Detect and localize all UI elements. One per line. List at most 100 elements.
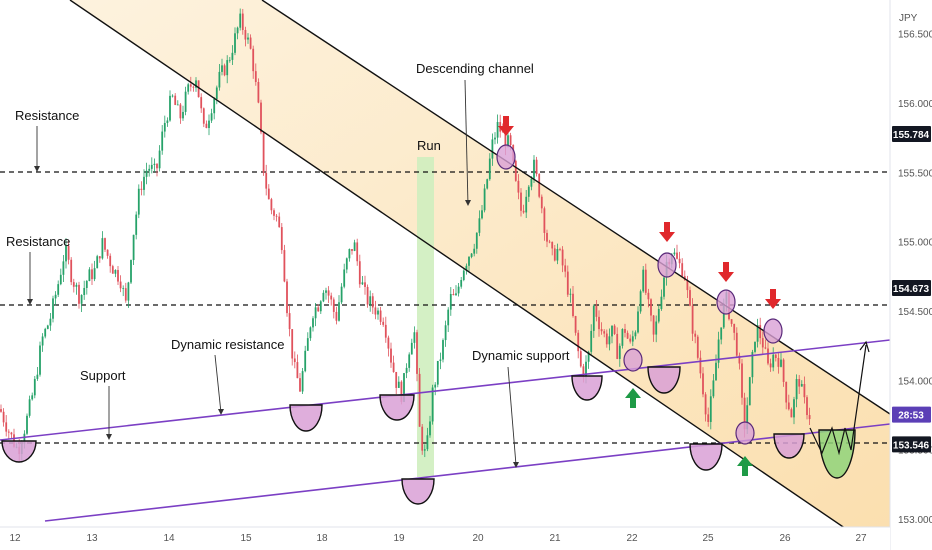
candle [436, 360, 439, 388]
price-tick-label: 155.000 [898, 238, 932, 249]
candle [787, 394, 790, 411]
candle [408, 352, 411, 372]
candle [608, 328, 611, 351]
candle [184, 86, 187, 116]
candle [291, 329, 294, 366]
candle [169, 90, 171, 122]
candle [572, 286, 574, 318]
candle [278, 212, 281, 228]
touch-marker [773, 433, 805, 459]
candle [418, 368, 421, 427]
arrow-down-icon [659, 222, 675, 242]
candle [176, 100, 179, 106]
candle [410, 338, 413, 355]
price-tag[interactable]: 153.546 [892, 436, 931, 453]
candle [338, 295, 340, 322]
candle [72, 278, 75, 293]
touch-marker [647, 366, 681, 394]
candle [590, 324, 593, 356]
candle [611, 325, 613, 344]
candle [252, 45, 255, 79]
candle [678, 251, 681, 269]
time-tick-label: 26 [779, 533, 791, 544]
candle [96, 254, 99, 269]
candle [475, 232, 478, 254]
candle [748, 376, 751, 406]
candle [234, 27, 236, 56]
candle [785, 381, 788, 410]
candle [416, 329, 418, 382]
price-tag[interactable]: 154.673 [892, 280, 931, 297]
candle [634, 330, 637, 340]
candle [709, 389, 712, 430]
candle [514, 159, 517, 182]
candle [592, 304, 595, 338]
candle [161, 125, 164, 155]
candle [702, 367, 704, 398]
currency-label: JPY [899, 13, 918, 24]
candle [59, 268, 62, 286]
touch-circle [657, 252, 677, 278]
candle [163, 115, 166, 138]
candle [267, 184, 270, 200]
candle [631, 330, 634, 347]
price-tag[interactable]: 155.784 [892, 125, 931, 142]
candle [257, 78, 260, 104]
candle [379, 306, 382, 326]
candle [798, 374, 801, 395]
candle [543, 206, 546, 241]
resistance-label-top: Resistance [15, 108, 79, 123]
candle [663, 275, 665, 300]
candle [158, 145, 161, 172]
candle [704, 392, 707, 422]
candle [717, 331, 720, 369]
candle [288, 305, 291, 337]
candle [673, 248, 676, 256]
candle [179, 102, 182, 124]
candle [660, 289, 663, 311]
candle [117, 266, 119, 286]
candle [114, 269, 117, 278]
candle [694, 330, 697, 344]
candle [600, 322, 603, 335]
candle [205, 120, 208, 129]
candle [106, 249, 109, 259]
candle [356, 238, 359, 266]
candle [392, 355, 395, 373]
time-tick-label: 25 [702, 533, 714, 544]
time-axis-panel [0, 527, 890, 550]
candle [70, 257, 73, 286]
candle [101, 231, 104, 260]
candle [696, 334, 699, 360]
candle [28, 395, 31, 418]
price-tick-label: 153.000 [898, 515, 932, 526]
candle [447, 307, 450, 333]
candle [491, 133, 494, 166]
touch-marker [401, 478, 435, 505]
time-tick-label: 27 [855, 533, 867, 544]
price-tags[interactable]: 155.784 154.673 153.546 28:53 [892, 125, 931, 453]
annotation-pointer-heads [27, 166, 519, 468]
candle [730, 319, 733, 327]
candle [270, 197, 273, 215]
candle [777, 353, 780, 374]
candle [189, 76, 192, 92]
arrow-down-icon [718, 262, 734, 282]
candle [488, 153, 491, 181]
candle [423, 444, 426, 458]
candle [439, 352, 442, 370]
time-tick-label: 18 [316, 533, 328, 544]
candle [462, 269, 465, 282]
candle [520, 188, 522, 217]
run-highlight [417, 157, 434, 477]
candle [769, 358, 772, 372]
candle [153, 158, 156, 172]
candle [657, 304, 660, 324]
candle [371, 293, 374, 315]
candle [104, 237, 106, 253]
price-tick-label: 156.500 [898, 30, 932, 41]
price-tag[interactable]: 28:53 [892, 406, 931, 423]
candle [236, 26, 239, 40]
price-tick-label: 155.500 [898, 168, 932, 179]
candle [137, 184, 140, 219]
